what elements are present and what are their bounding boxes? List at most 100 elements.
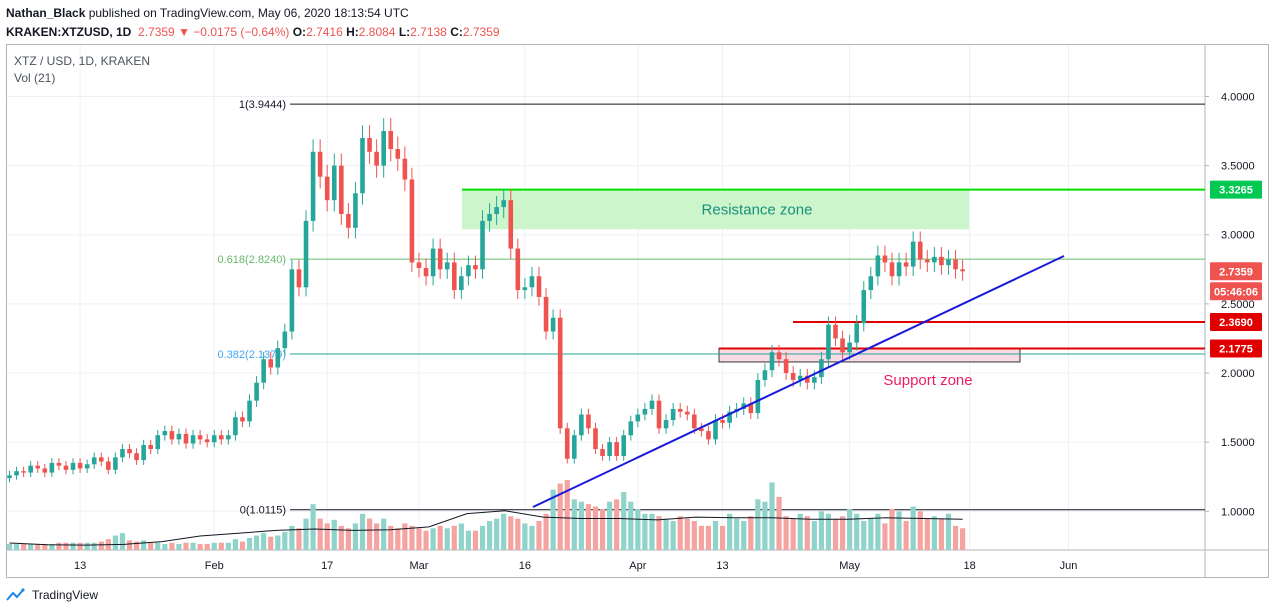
tradingview-brand[interactable]: TradingView (32, 588, 99, 602)
candle-body (459, 276, 464, 291)
support-price-1-text: 2.3690 (1219, 317, 1253, 329)
candle-body (953, 259, 958, 270)
candle (35, 461, 41, 473)
open-label: O: (292, 25, 307, 39)
y-tick-label: 1.0000 (1221, 506, 1255, 518)
candle-body (727, 411, 732, 423)
candle (169, 425, 175, 445)
candle-body (564, 428, 570, 459)
volume-bar (169, 542, 175, 550)
candle-body (670, 408, 676, 421)
x-tick-label: 13 (74, 560, 86, 572)
candle (98, 452, 104, 467)
candle (896, 252, 902, 286)
candle-body (84, 464, 90, 469)
author-name[interactable]: Nathan_Black (6, 6, 86, 20)
volume-bar (494, 518, 500, 550)
candle (42, 463, 48, 477)
volume-bar (712, 521, 719, 550)
price-chart[interactable]: 4.0000 3.5000 3.0000 2.5000 2.0000 1.5000 1.00… (7, 45, 1268, 577)
x-tick-label: 18 (964, 560, 976, 572)
chart-frame (6, 44, 1269, 578)
fib-level-1-label: 1(3.9444) (239, 99, 286, 111)
volume-bar (84, 542, 90, 550)
candle-body (374, 151, 379, 166)
candle-body (35, 465, 41, 469)
candle (776, 344, 782, 367)
candle (190, 429, 196, 449)
candle-body (677, 408, 683, 412)
volume-bar (282, 531, 288, 550)
candle-body (882, 255, 888, 263)
candle (593, 422, 598, 455)
bar-countdown-badge (1210, 282, 1262, 301)
candle-body (473, 265, 478, 270)
ohlc-line: KRAKEN:XTZUSD, 1D 2.7359 ▼ −0.0175 (−0.6… (6, 23, 500, 42)
volume-bar (465, 530, 471, 550)
candle-body (14, 471, 19, 476)
candle-body (755, 379, 761, 414)
volume-bar (70, 542, 76, 550)
candle-body (466, 265, 471, 277)
y-tick-label: 2.5000 (1221, 299, 1255, 311)
volume-bar (592, 506, 599, 550)
volume-bar (628, 501, 634, 550)
candle-body (649, 400, 655, 409)
volume-bar (931, 516, 937, 550)
volume-label: Vol (21) (14, 71, 56, 85)
candle-body (903, 262, 909, 267)
candle-body (21, 471, 26, 473)
tradingview-logo-icon[interactable] (6, 588, 28, 602)
candle-body (917, 241, 923, 260)
candle (960, 259, 965, 281)
volume-bar (486, 521, 493, 550)
candle (437, 238, 443, 279)
candle (134, 448, 139, 465)
volume-bar (543, 513, 549, 550)
candle (932, 247, 937, 273)
support-price-2-badge (1210, 339, 1262, 358)
candle (113, 452, 118, 475)
candle-body (219, 435, 224, 440)
candle (282, 323, 288, 356)
candle-body (960, 269, 965, 272)
volume-bar (402, 523, 408, 550)
volume-bar (635, 508, 641, 550)
candle-body (692, 414, 697, 429)
volume-bar (501, 513, 507, 550)
candle-body (699, 428, 704, 432)
candle (289, 259, 295, 340)
candle (7, 470, 12, 483)
volume-bar (155, 542, 161, 550)
volume-bar (232, 539, 239, 550)
volume-bar (28, 543, 34, 550)
candle-body (211, 435, 217, 443)
volume-bar (239, 541, 246, 550)
volume-bar (705, 525, 712, 550)
x-tick-label: 13 (716, 560, 728, 572)
volume-bar (670, 521, 676, 550)
candle (607, 436, 612, 461)
candle (155, 429, 161, 455)
candle (28, 461, 33, 477)
candle-body (204, 439, 210, 443)
volume-bar (331, 519, 337, 550)
candle (56, 458, 62, 471)
candle (741, 397, 747, 415)
candle (353, 181, 358, 239)
candle (550, 309, 556, 340)
volume-bar (861, 521, 867, 550)
candle-body (183, 433, 189, 444)
last-price-badge (1210, 262, 1262, 281)
bar-countdown-text: 05:46:06 (1214, 286, 1258, 298)
candle-body (282, 331, 288, 349)
volume-bar (960, 528, 966, 550)
candle (367, 125, 372, 165)
candle (303, 210, 309, 297)
candle-body (127, 449, 132, 454)
candle (939, 247, 944, 275)
resistance-price-text: 3.3265 (1219, 185, 1253, 197)
candle (183, 428, 189, 449)
candle-body (444, 262, 450, 270)
candle (49, 458, 55, 477)
